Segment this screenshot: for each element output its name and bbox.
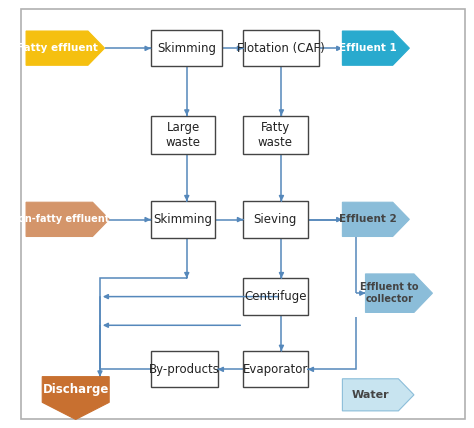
Text: Effluent 1: Effluent 1 <box>339 43 396 53</box>
Text: Sieving: Sieving <box>254 213 297 226</box>
Text: By-products: By-products <box>149 363 219 376</box>
Text: Effluent 2: Effluent 2 <box>339 214 396 224</box>
Text: Fatty effluent: Fatty effluent <box>17 43 98 53</box>
Text: Discharge: Discharge <box>43 383 109 396</box>
FancyBboxPatch shape <box>21 9 465 419</box>
FancyBboxPatch shape <box>243 278 308 315</box>
Text: Centrifuge: Centrifuge <box>244 290 307 303</box>
FancyBboxPatch shape <box>243 116 308 154</box>
Text: Evaporator: Evaporator <box>243 363 308 376</box>
FancyBboxPatch shape <box>151 351 218 387</box>
Polygon shape <box>342 379 414 411</box>
FancyBboxPatch shape <box>151 30 222 66</box>
FancyBboxPatch shape <box>243 30 319 66</box>
Polygon shape <box>26 202 109 236</box>
Text: Skimming: Skimming <box>154 213 212 226</box>
Text: Skimming: Skimming <box>157 42 216 55</box>
Text: Non-fatty effluent: Non-fatty effluent <box>9 214 109 224</box>
Text: Fatty
waste: Fatty waste <box>258 121 293 149</box>
Polygon shape <box>342 202 410 236</box>
Polygon shape <box>26 31 105 65</box>
FancyBboxPatch shape <box>151 201 215 238</box>
Text: Flotation (CAF): Flotation (CAF) <box>237 42 325 55</box>
Text: Effluent to
collector: Effluent to collector <box>360 282 419 304</box>
Polygon shape <box>365 274 432 312</box>
Polygon shape <box>42 377 109 419</box>
Text: Water: Water <box>352 390 389 400</box>
FancyBboxPatch shape <box>243 201 308 238</box>
FancyBboxPatch shape <box>151 116 215 154</box>
Polygon shape <box>342 31 410 65</box>
Text: Large
waste: Large waste <box>165 121 201 149</box>
FancyBboxPatch shape <box>243 351 308 387</box>
